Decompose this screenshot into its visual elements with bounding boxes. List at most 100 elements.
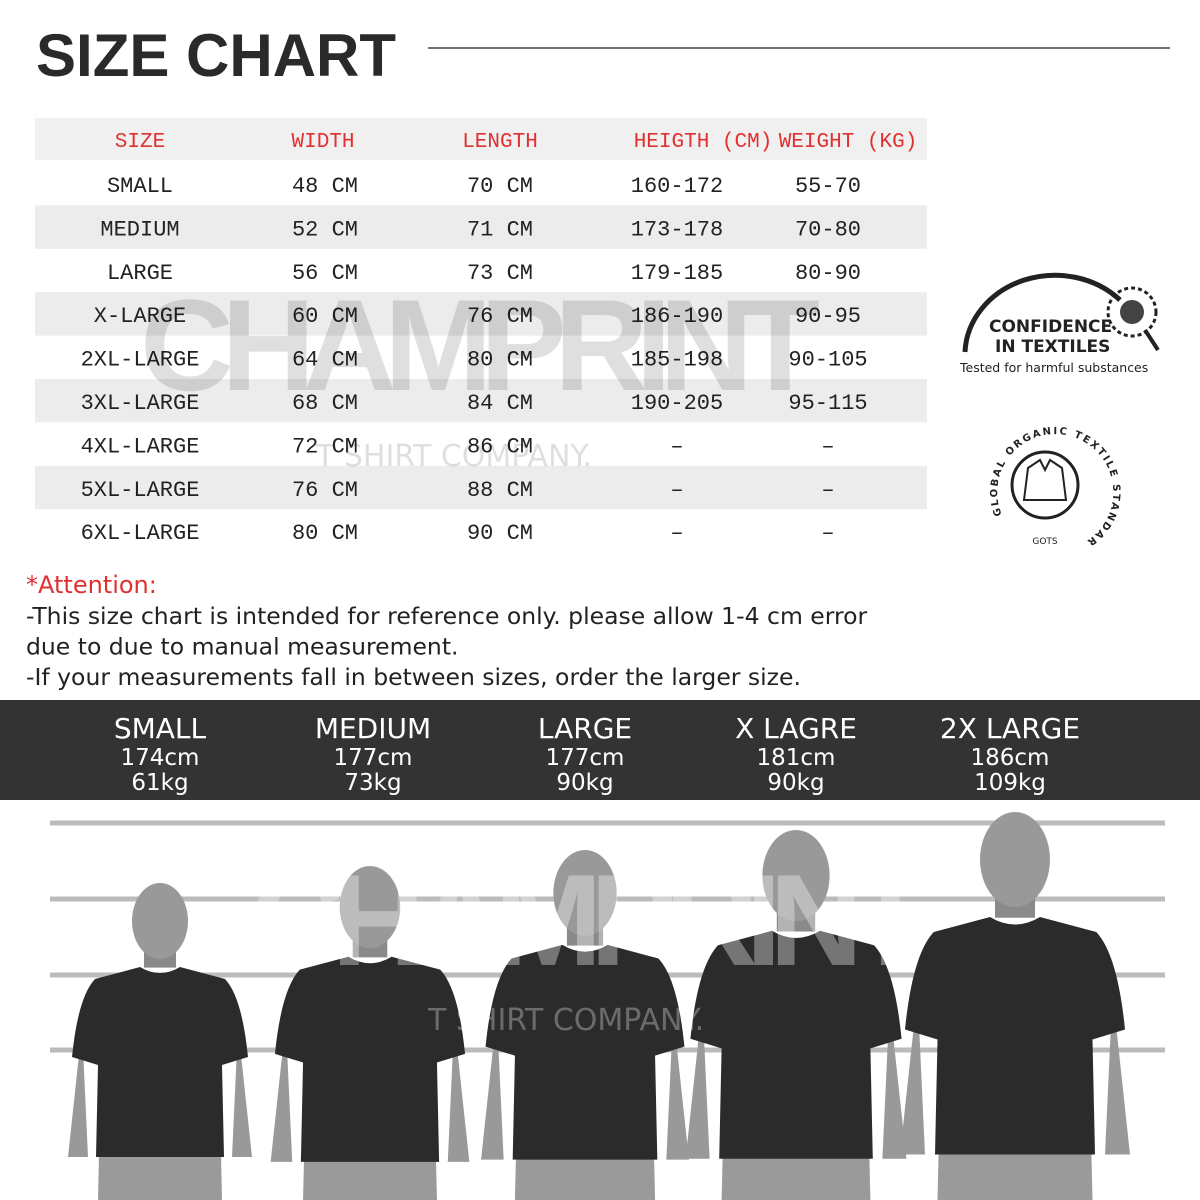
cell: 86 CM — [467, 434, 533, 459]
notes: -This size chart is intended for referen… — [26, 602, 868, 691]
cell: 84 CM — [467, 391, 533, 416]
model-weight: 73kg — [344, 770, 401, 796]
arms — [481, 1012, 689, 1160]
cell: 173-178 — [631, 217, 723, 242]
cell: 52 CM — [292, 217, 358, 242]
cell: 73 CM — [467, 261, 533, 286]
cell: 179-185 — [631, 261, 723, 286]
cell: 6XL-LARGE — [81, 521, 200, 546]
watermark: CHAMPRINT — [140, 272, 820, 418]
watermark-tagline: T SHIRT COMPANY. — [427, 1003, 704, 1038]
head — [553, 850, 617, 936]
head — [132, 883, 188, 959]
oeko-badge: CONFIDENCE IN TEXTILES Tested for harmfu… — [959, 272, 1160, 375]
cell: 56 CM — [292, 261, 358, 286]
silhouettes: CHAMPRINT T SHIRT COMPANY. — [50, 812, 1165, 1200]
note-line: due to due to manual measurement. — [26, 633, 459, 661]
cell: 90-95 — [795, 304, 861, 329]
cell: 95-115 — [788, 391, 867, 416]
cell: MEDIUM — [100, 217, 179, 242]
cell: X-LARGE — [94, 304, 186, 329]
note-line: -If your measurements fall in between si… — [26, 663, 801, 691]
model-size: 2X LARGE — [940, 712, 1080, 745]
cell: 48 CM — [292, 174, 358, 199]
column-header: WIDTH — [291, 131, 354, 154]
arms — [685, 1002, 907, 1159]
badge-caption: Tested for harmful substances — [959, 360, 1148, 375]
model-size: LARGE — [538, 712, 632, 745]
cell: – — [821, 521, 834, 546]
row-band — [35, 379, 927, 423]
cell: 80-90 — [795, 261, 861, 286]
row-band — [35, 292, 927, 336]
shirt — [274, 956, 466, 1162]
note-line: -This size chart is intended for referen… — [26, 602, 868, 630]
model-height: 177cm — [334, 745, 413, 771]
model-weight: 109kg — [974, 770, 1046, 796]
cell: 5XL-LARGE — [81, 478, 200, 503]
model-size: SMALL — [114, 712, 207, 745]
model-band — [0, 700, 1200, 800]
cell: 90 CM — [467, 521, 533, 546]
model-weight: 90kg — [767, 770, 824, 796]
model-height: 177cm — [546, 745, 625, 771]
model-height: 186cm — [971, 745, 1050, 771]
model-height: 174cm — [121, 745, 200, 771]
shirt — [905, 917, 1125, 1155]
cell: – — [821, 478, 834, 503]
head — [339, 866, 401, 949]
cell: 64 CM — [292, 348, 358, 373]
cell: 71 CM — [467, 217, 533, 242]
cell: 80 CM — [467, 348, 533, 373]
model-height: 181cm — [757, 745, 836, 771]
cell: 2XL-LARGE — [81, 348, 200, 373]
cell: 185-198 — [631, 348, 723, 373]
header-row — [35, 118, 927, 160]
head — [762, 830, 830, 922]
cell: 55-70 — [795, 174, 861, 199]
cell: 4XL-LARGE — [81, 434, 200, 459]
badge-text: GOTS — [1032, 537, 1058, 547]
row-band — [35, 465, 927, 510]
cell: LARGE — [107, 261, 173, 286]
cell: 72 CM — [292, 434, 358, 459]
row-band — [35, 205, 927, 249]
cell: – — [670, 434, 683, 459]
size-table: SIZE WIDTH LENGTH HEIGTH (CM) WEIGHT (KG) SMA… — [35, 118, 927, 546]
column-header: HEIGTH (CM) — [634, 131, 773, 154]
models: SMALL174cm61kgMEDIUM177cm73kgLARGE177cm9… — [114, 712, 1080, 796]
shirt — [72, 967, 248, 1157]
title: SIZE CHART — [36, 22, 396, 89]
cell: 70 CM — [467, 174, 533, 199]
shirt — [485, 944, 685, 1160]
cell: 68 CM — [292, 391, 358, 416]
notes-heading: *Attention: — [26, 571, 157, 599]
column-header: SIZE — [115, 131, 165, 154]
cell: 190-205 — [631, 391, 723, 416]
cell: 76 CM — [467, 304, 533, 329]
arms — [68, 1027, 252, 1157]
cell: – — [670, 521, 683, 546]
cell: 60 CM — [292, 304, 358, 329]
model-size: X LAGRE — [735, 712, 857, 745]
model-weight: 61kg — [131, 770, 188, 796]
cell: 76 CM — [292, 478, 358, 503]
column-header: WEIGHT (KG) — [779, 131, 918, 154]
cell: 160-172 — [631, 174, 723, 199]
cell: 90-105 — [788, 348, 867, 373]
shirt — [690, 930, 902, 1159]
cell: 80 CM — [292, 521, 358, 546]
arms — [900, 992, 1130, 1155]
cell: 3XL-LARGE — [81, 391, 200, 416]
cell: – — [821, 434, 834, 459]
model-size: MEDIUM — [315, 712, 431, 745]
arms — [270, 1021, 470, 1162]
cell: SMALL — [107, 174, 173, 199]
cell: 70-80 — [795, 217, 861, 242]
cell: – — [670, 478, 683, 503]
badge-text: CONFIDENCE — [989, 317, 1112, 337]
column-header: LENGTH — [462, 131, 538, 154]
badge-text: IN TEXTILES — [995, 337, 1110, 357]
cell: 88 CM — [467, 478, 533, 503]
